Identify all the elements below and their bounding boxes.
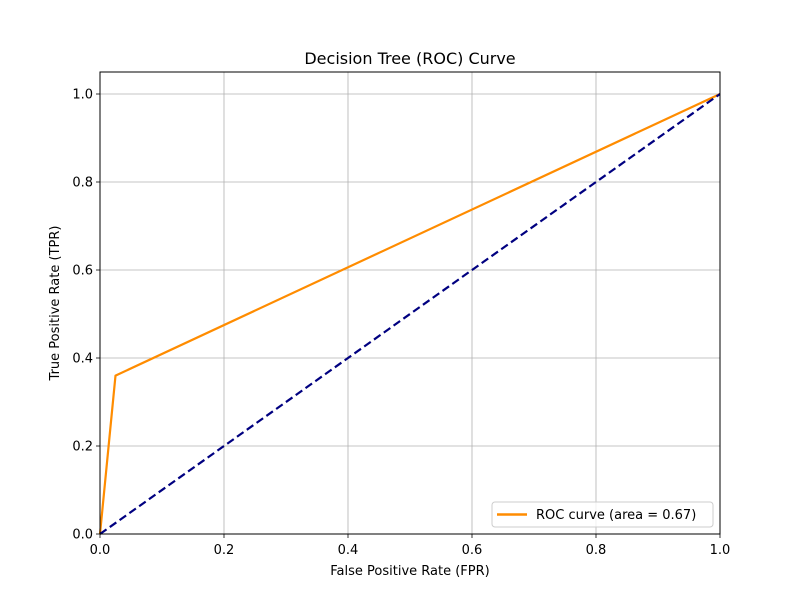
- chance-diagonal-line: [99, 93, 721, 535]
- roc-curve-line: [98, 93, 721, 535]
- x-tick-label: 0.6: [462, 543, 483, 558]
- x-axis-label: False Positive Rate (FPR): [330, 564, 489, 579]
- legend: ROC curve (area = 0.67): [491, 501, 714, 528]
- y-tick-label: 1.0: [72, 88, 93, 103]
- x-tick-label: 0.2: [214, 543, 235, 558]
- series-layer: [98, 93, 721, 535]
- y-tick-label: 0.8: [72, 176, 93, 191]
- legend-box: [491, 501, 714, 528]
- x-tick-label: 1.0: [710, 543, 731, 558]
- x-tick-label: 0.0: [90, 543, 111, 558]
- plot-frame: [99, 71, 721, 535]
- y-tick-label: 0.0: [72, 528, 93, 543]
- x-tick-label: 0.8: [586, 543, 607, 558]
- x-tick-label: 0.4: [338, 543, 359, 558]
- ticks: 0.0 0.2 0.4 0.6 0.8 1.0 0.0 0.2 0.4 0.6 0.8 1.0: [72, 88, 730, 559]
- chart-title: Decision Tree (ROC) Curve: [304, 49, 515, 68]
- y-tick-label: 0.4: [72, 352, 93, 367]
- y-axis-label: True Positive Rate (TPR): [48, 226, 63, 382]
- legend-label-roc: ROC curve (area = 0.67): [536, 508, 696, 523]
- y-tick-label: 0.6: [72, 264, 93, 279]
- grid-lines: [99, 72, 721, 535]
- y-tick-label: 0.2: [72, 440, 93, 455]
